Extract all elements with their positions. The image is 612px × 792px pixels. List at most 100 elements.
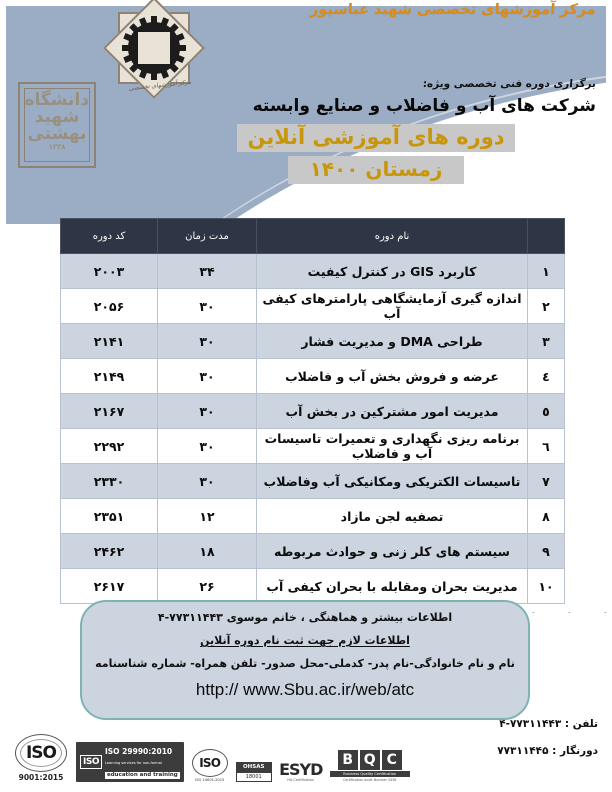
program-title: دوره های آموزشی آنلاین (237, 124, 515, 152)
table-row: ٣ طراحی DMA و مدیریت فشار ۳۰ ۲۱۴۱ (60, 323, 565, 359)
contact-coordination-line: اطلاعات بیشتر و هماهنگی ، خانم موسوی ۷۷۳… (157, 611, 453, 624)
university-logo: دانشگاه شهید بهشتی ۱۳۳۸ (18, 82, 96, 168)
contact-info-box: اطلاعات بیشتر و هماهنگی ، خانم موسوی ۷۷۳… (80, 600, 530, 720)
cell-row-number: ٤ (527, 358, 565, 394)
table-row: ٥ مدیریت امور مشترکین در بخش آب ۳۰ ۲۱۶۷ (60, 393, 565, 429)
iso-14001-logo: ISO ISO 14001:2015 (190, 749, 230, 782)
website-url-link[interactable]: http:// www.Sbu.ac.ir/web/atc (195, 680, 415, 699)
iso-14001-caption: ISO 14001:2015 (195, 778, 225, 782)
cell-row-number: ١٠ (527, 568, 565, 604)
university-name: دانشگاه شهید بهشتی (24, 90, 89, 144)
cell-course-code: ۲۱۶۷ (60, 393, 158, 429)
col-header-row-number (527, 218, 565, 254)
table-row: ٩ سیستم های کلر زنی و حوادث مربوطه ۱۸ ۲۴… (60, 533, 565, 569)
headline-block: برگزاری دوره فنی تخصصی ویژه: شرکت های آب… (156, 78, 597, 184)
fax-line: دورنگار : ۷۷۳۱۱۴۴۵ (497, 745, 598, 757)
table-row: ٤ عرضه و فروش بخش آب و فاضلاب ۳۰ ۲۱۴۹ (60, 358, 565, 394)
training-center-name: مرکز آموزشهای تخصصی شهید عباسپور (309, 2, 597, 18)
iso-29990-logo: ISO ISO 29990:2010 Learning services for… (76, 742, 184, 782)
certification-logos-strip: ISO 9001:2015 ISO ISO 29990:2010 Learnin… (12, 734, 410, 782)
cell-duration: ۳۰ (157, 323, 257, 359)
cell-row-number: ٣ (527, 323, 565, 359)
table-row: ٢ اندازه گیری آزمایشگاهی پارامترهای کیفی… (60, 288, 565, 324)
university-logo-text: دانشگاه شهید بهشتی ۱۳۳۸ (24, 88, 90, 162)
table-row: ٧ تاسیسات الکتریکی ومکانیکی آب وفاضلاب ۳… (60, 463, 565, 499)
table-row: ٦ برنامه ریزی نگهداری و تعمیرات تاسیسات … (60, 428, 565, 464)
table-row: ١٠ مدیریت بحران ومقابله با بحران کیفی آب… (60, 568, 565, 604)
iso-globe-icon: ISO (15, 734, 67, 772)
cell-course-name: مدیریت بحران ومقابله با بحران کیفی آب (256, 568, 528, 604)
bqc-letter-b: B (337, 750, 358, 770)
cell-duration: ۲۶ (157, 568, 257, 604)
course-table-body: ١ کاربرد GIS در کنترل کیفیت ۳۴ ۲۰۰۳ ٢ ان… (60, 253, 565, 604)
audience-line: شرکت های آب و فاضلاب و صنایع وابسته (252, 96, 596, 116)
cell-course-code: ۲۰۰۳ (60, 253, 158, 289)
iso-29990-title: ISO 29990:2010 (104, 747, 173, 756)
program-title-wrap: دوره های آموزشی آنلاین (156, 124, 596, 156)
cell-course-code: ۲۶۱۷ (60, 568, 158, 604)
cell-duration: ۳۰ (157, 428, 257, 464)
cell-course-name: کاربرد GIS در کنترل کیفیت (256, 253, 528, 289)
season-label: زمستان ۱۴۰۰ (287, 156, 465, 184)
course-table-head: نام دوره مدت زمان کد دوره (60, 218, 565, 254)
iso-9001-caption: 9001:2015 (18, 773, 64, 782)
telephone-line: تلفن : ۷۷۳۱۱۴۴۳-۴ (497, 718, 598, 730)
header-banner (6, 6, 606, 224)
iso-29990-subtitle: Learning services for non-formal (104, 761, 162, 765)
course-table: نام دوره مدت زمان کد دوره ١ کاربرد GIS د… (60, 218, 565, 604)
cell-row-number: ٢ (527, 288, 565, 324)
cell-course-name: مدیریت امور مشترکین در بخش آب (256, 393, 528, 429)
university-founding-year: ۱۳۳۸ (48, 143, 66, 151)
cell-row-number: ٦ (527, 428, 565, 464)
cell-duration: ۱۲ (157, 498, 257, 534)
cell-row-number: ٥ (527, 393, 565, 429)
bqc-logo: B Q C Business Quality Certification Cer… (329, 750, 410, 782)
cell-row-number: ١ (527, 253, 565, 289)
iso-globe-icon: ISO (191, 749, 228, 777)
bqc-letter-q: Q (359, 750, 380, 770)
telephone-label: تلفن : (564, 718, 598, 730)
bqc-letter-c: C (381, 750, 402, 770)
cell-course-name: برنامه ریزی نگهداری و تعمیرات تاسیسات آب… (256, 428, 528, 464)
ohsas-bottom-label: 18001 (235, 772, 272, 782)
cell-course-code: ۲۱۴۱ (60, 323, 158, 359)
ohsas-top-label: OHSAS (235, 762, 272, 772)
esyd-logo: ESYD HA Certification (278, 761, 324, 782)
center-emblem-icon: مرکز آموزشهای تخصصی (112, 8, 198, 100)
cell-course-name: اندازه گیری آزمایشگاهی پارامترهای کیفی آ… (256, 288, 528, 324)
cell-row-number: ٧ (527, 463, 565, 499)
registration-info-heading: اطلاعات لازم جهت ثبت نام دوره آنلاین (200, 634, 410, 647)
telephone-value: ۷۷۳۱۱۴۴۳-۴ (499, 718, 562, 730)
cell-duration: ۳۴ (157, 253, 257, 289)
col-header-course-name: نام دوره (256, 218, 528, 254)
cell-course-code: ۲۳۳۰ (60, 463, 158, 499)
cell-course-name: عرضه و فروش بخش آب و فاضلاب (256, 358, 528, 394)
esyd-mark-icon: ESYD (279, 760, 323, 779)
cell-course-code: ۲۳۵۱ (60, 498, 158, 534)
cell-duration: ۱۸ (157, 533, 257, 569)
col-header-course-code: کد دوره (60, 218, 158, 254)
cell-duration: ۳۰ (157, 463, 257, 499)
cell-course-code: ۲۴۶۲ (60, 533, 158, 569)
cell-course-code: ۲۲۹۲ (60, 428, 158, 464)
footer-contact-numbers: تلفن : ۷۷۳۱۱۴۴۳-۴ دورنگار : ۷۷۳۱۱۴۴۵ (497, 718, 598, 772)
registration-required-fields: نام و نام خانوادگی-نام پدر- کدملی-محل صد… (95, 657, 515, 670)
bqc-caption: Business Quality Certification (329, 771, 410, 777)
bqc-letters: B Q C (330, 750, 410, 770)
emblem-calligraphy-icon (138, 32, 170, 64)
intro-line: برگزاری دوره فنی تخصصی ویژه: (422, 78, 597, 90)
iso-29990-tag: education and training (104, 772, 180, 779)
cell-course-code: ۲۱۴۹ (60, 358, 158, 394)
cell-course-name: طراحی DMA و مدیریت فشار (256, 323, 528, 359)
cell-course-name: تاسیسات الکتریکی ومکانیکی آب وفاضلاب (256, 463, 528, 499)
iso-29990-text: ISO 29990:2010 Learning services for non… (104, 745, 180, 779)
cell-course-name: تصفیه لجن مازاد (256, 498, 528, 534)
esyd-caption: HA Certification (287, 778, 315, 782)
cell-row-number: ٩ (527, 533, 565, 569)
iso-9001-logo: ISO 9001:2015 (12, 734, 70, 782)
table-row: ١ کاربرد GIS در کنترل کیفیت ۳۴ ۲۰۰۳ (60, 253, 565, 289)
cell-duration: ۳۰ (157, 288, 257, 324)
cell-course-name: سیستم های کلر زنی و حوادث مربوطه (256, 533, 528, 569)
ohsas-18001-logo: OHSAS 18001 (235, 762, 272, 782)
